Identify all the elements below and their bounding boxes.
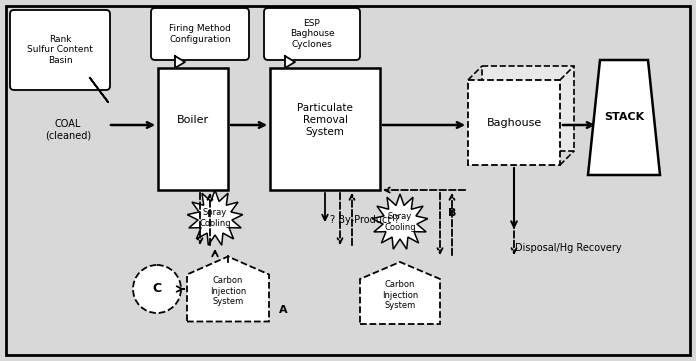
Text: Spray
Cooling: Spray Cooling	[199, 208, 231, 228]
Bar	[468, 80, 560, 165]
FancyBboxPatch shape	[10, 10, 110, 90]
Bar	[482, 66, 574, 151]
Bar	[158, 68, 228, 190]
Polygon shape	[175, 56, 185, 68]
Text: Boiler: Boiler	[177, 115, 209, 125]
Bar	[270, 68, 380, 190]
Text: COAL
(cleaned): COAL (cleaned)	[45, 119, 91, 141]
Polygon shape	[360, 262, 440, 324]
Text: Particulate
Removal
System: Particulate Removal System	[297, 103, 353, 136]
Circle shape	[133, 265, 181, 313]
Text: Disposal/Hg Recovery: Disposal/Hg Recovery	[514, 243, 622, 253]
Polygon shape	[187, 257, 269, 322]
Polygon shape	[285, 56, 295, 68]
Text: ESP
Baghouse
Cyclones: ESP Baghouse Cyclones	[290, 19, 334, 49]
Text: B: B	[448, 208, 456, 218]
Polygon shape	[588, 60, 660, 175]
Text: STACK: STACK	[604, 112, 644, 122]
Polygon shape	[372, 194, 428, 249]
Text: Carbon
Injection
System: Carbon Injection System	[210, 276, 246, 306]
Text: Firing Method
Configuration: Firing Method Configuration	[169, 24, 231, 44]
Text: Baghouse: Baghouse	[487, 117, 541, 127]
Text: ? By-Product ?: ? By-Product ?	[330, 215, 400, 225]
Text: Carbon
Injection
System: Carbon Injection System	[382, 280, 418, 310]
Text: Rank
Sulfur Content
Basin: Rank Sulfur Content Basin	[27, 35, 93, 65]
Polygon shape	[187, 190, 243, 245]
FancyBboxPatch shape	[264, 8, 360, 60]
Text: Spray
Cooling: Spray Cooling	[384, 212, 416, 232]
Polygon shape	[90, 78, 108, 102]
FancyBboxPatch shape	[151, 8, 249, 60]
Text: C: C	[152, 283, 161, 296]
Text: A: A	[278, 305, 287, 315]
